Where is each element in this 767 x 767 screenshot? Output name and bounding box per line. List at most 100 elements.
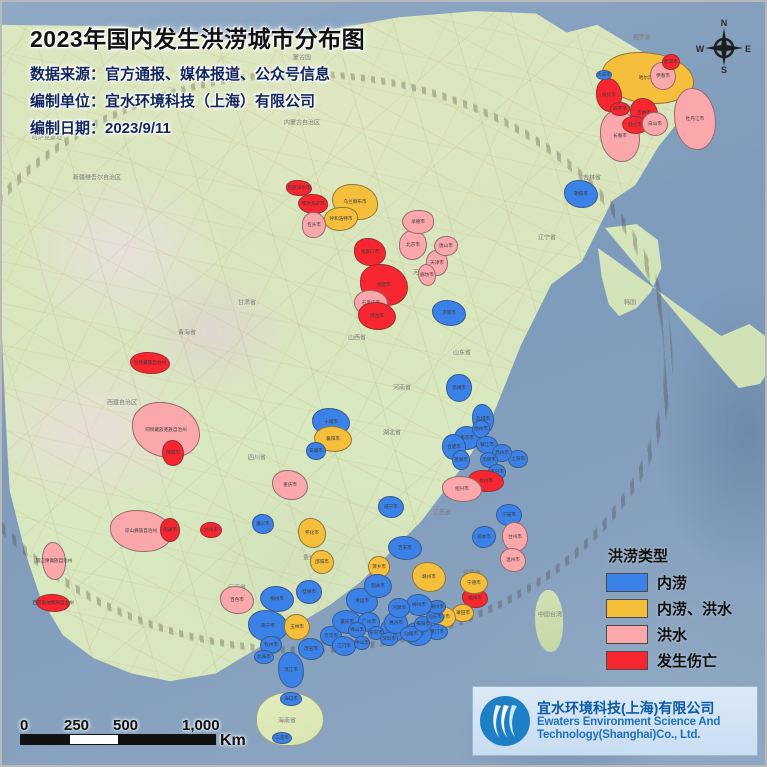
flood-city-polygon[interactable] bbox=[298, 638, 324, 660]
flood-city-polygon[interactable] bbox=[412, 562, 446, 592]
province-label: 辽宁省 bbox=[537, 235, 557, 242]
scale-tick-500: 500 bbox=[113, 717, 139, 734]
province-label: 蒙古国 bbox=[292, 55, 312, 62]
flood-city-polygon[interactable] bbox=[260, 586, 294, 612]
province-label: 海南省 bbox=[277, 718, 297, 725]
logo-company-cn: 宜水环境科技(上海)有限公司 bbox=[537, 699, 715, 716]
flood-city-polygon[interactable] bbox=[364, 574, 392, 598]
flood-city-polygon[interactable] bbox=[36, 594, 70, 612]
flood-city-polygon[interactable] bbox=[298, 518, 326, 548]
flood-city-polygon[interactable] bbox=[432, 300, 466, 326]
flood-city-polygon[interactable] bbox=[130, 352, 170, 374]
flood-city-polygon[interactable] bbox=[388, 536, 422, 560]
flood-city-polygon[interactable] bbox=[358, 302, 396, 330]
flood-city-polygon[interactable] bbox=[272, 470, 308, 500]
flood-city-polygon[interactable] bbox=[296, 580, 322, 604]
scale-bar-tick-labels: 0 250 500 1,000 bbox=[20, 715, 235, 734]
province-label: 湖北省 bbox=[382, 430, 402, 437]
flood-city-polygon[interactable] bbox=[254, 650, 274, 664]
flood-city-polygon[interactable] bbox=[434, 236, 458, 256]
flood-city-polygon[interactable] bbox=[332, 636, 356, 656]
legend-label: 发生伤亡 bbox=[657, 653, 718, 670]
flood-city-polygon[interactable] bbox=[298, 194, 328, 214]
compass-south-label: S bbox=[721, 65, 727, 75]
flood-city-polygon[interactable] bbox=[286, 180, 312, 196]
flood-city-polygon[interactable] bbox=[220, 586, 254, 614]
scale-tick-0: 0 bbox=[20, 717, 29, 734]
province-label: 青海省 bbox=[177, 330, 197, 337]
ewaters-droplet-logo-icon bbox=[480, 696, 530, 746]
compass-rose-icon: N S E W bbox=[696, 16, 752, 76]
legend-row[interactable]: 内涝 bbox=[606, 572, 756, 593]
flood-city-polygon[interactable] bbox=[378, 496, 404, 518]
flood-city-polygon[interactable] bbox=[302, 212, 326, 238]
subtitle-date: 编制日期：2023/9/11 bbox=[30, 120, 171, 137]
legend-label: 内涝 bbox=[657, 575, 688, 592]
province-label: 韩国 bbox=[623, 300, 637, 307]
legend-swatch bbox=[606, 599, 648, 618]
legend-title: 洪涝类型 bbox=[608, 548, 669, 565]
province-label: 哈萨克斯坦 bbox=[31, 135, 63, 142]
flood-city-polygon[interactable] bbox=[442, 476, 482, 502]
province-label: 江西省 bbox=[432, 510, 452, 517]
scale-bar-unit: Km bbox=[220, 732, 246, 749]
province-label: 新疆维吾尔自治区 bbox=[72, 175, 122, 182]
compass-east-label: E bbox=[745, 44, 751, 54]
flood-city-polygon[interactable] bbox=[252, 514, 274, 534]
province-label: 内蒙古自治区 bbox=[283, 120, 321, 127]
flood-city-polygon[interactable] bbox=[310, 550, 334, 574]
flood-city-polygon[interactable] bbox=[642, 112, 668, 136]
province-label: 四川省 bbox=[247, 455, 267, 462]
flood-city-polygon[interactable] bbox=[380, 632, 398, 646]
flood-city-polygon[interactable] bbox=[324, 207, 358, 231]
flood-city-polygon[interactable] bbox=[610, 102, 630, 116]
province-label: 俄罗斯 bbox=[632, 35, 652, 42]
flood-city-polygon[interactable] bbox=[284, 614, 310, 640]
flood-city-polygon[interactable] bbox=[500, 548, 526, 572]
flood-city-polygon[interactable] bbox=[446, 374, 472, 402]
province-label: 山西省 bbox=[347, 335, 367, 342]
flood-city-polygon[interactable] bbox=[388, 598, 410, 618]
legend-row[interactable]: 内涝、洪水 bbox=[606, 598, 756, 619]
flood-city-polygon[interactable] bbox=[399, 230, 427, 260]
flood-city-polygon[interactable] bbox=[472, 526, 496, 548]
flood-city-polygon[interactable] bbox=[418, 264, 436, 286]
flood-city-polygon[interactable] bbox=[564, 180, 598, 208]
province-label: 中国台湾 bbox=[537, 612, 563, 619]
scale-bar-graphic bbox=[20, 734, 216, 745]
flood-city-polygon[interactable] bbox=[42, 542, 66, 580]
flood-city-polygon[interactable] bbox=[354, 238, 386, 266]
map-title: 2023年国内发生洪涝城市分布图 bbox=[30, 26, 366, 52]
flood-city-polygon[interactable] bbox=[460, 572, 488, 594]
flood-city-polygon[interactable] bbox=[452, 450, 470, 470]
flood-city-polygon[interactable] bbox=[272, 732, 292, 744]
flood-city-polygon[interactable] bbox=[402, 210, 434, 234]
legend-rows: 内涝内涝、洪水洪水发生伤亡 bbox=[606, 572, 756, 671]
flood-city-polygon[interactable] bbox=[662, 54, 680, 70]
flood-city-polygon[interactable] bbox=[200, 522, 222, 538]
flood-city-polygon[interactable] bbox=[280, 692, 302, 706]
flood-city-polygon[interactable] bbox=[674, 88, 716, 150]
flood-city-polygon[interactable] bbox=[406, 594, 432, 616]
logo-company-en-line2: Technology(Shanghai)Co., Ltd. bbox=[537, 729, 701, 742]
flood-city-polygon[interactable] bbox=[278, 652, 304, 688]
flood-city-polygon[interactable] bbox=[160, 518, 180, 542]
scale-bar: 0 250 500 1,000 Km bbox=[20, 715, 246, 749]
legend-row[interactable]: 发生伤亡 bbox=[606, 650, 756, 671]
flood-city-polygon[interactable] bbox=[596, 70, 612, 80]
company-logo-box: 宜水环境科技(上海)有限公司 Ewaters Environment Scien… bbox=[472, 686, 758, 756]
province-label: 山东省 bbox=[452, 350, 472, 357]
taiwan-landmass bbox=[535, 590, 563, 652]
logo-company-en-line1: Ewaters Environment Science And bbox=[537, 715, 721, 728]
compass-west-label: W bbox=[696, 44, 705, 54]
legend-swatch bbox=[606, 625, 648, 644]
province-label: 西藏自治区 bbox=[106, 400, 138, 407]
subtitle-data-source: 数据来源：官方通报、媒体报道、公众号信息 bbox=[30, 66, 331, 83]
flood-city-polygon[interactable] bbox=[306, 442, 326, 460]
flood-city-polygon[interactable] bbox=[162, 440, 184, 466]
compass-north-label: N bbox=[721, 18, 728, 28]
flood-city-polygon[interactable] bbox=[354, 636, 370, 650]
legend-row[interactable]: 洪水 bbox=[606, 624, 756, 645]
flood-city-polygon[interactable] bbox=[346, 588, 378, 614]
